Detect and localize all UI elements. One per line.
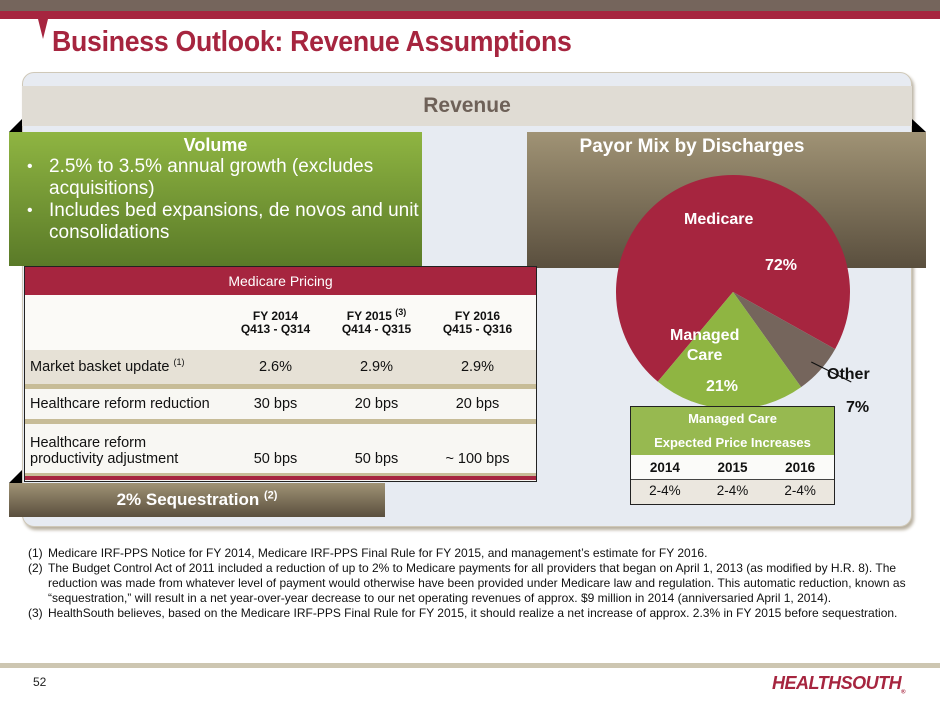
fold-corner-icon: [912, 119, 926, 132]
table-cell: 20 bps: [455, 396, 500, 412]
footnote: (2) The Budget Control Act of 2011 includ…: [28, 561, 906, 605]
column-header-row: FY 2014 Q413 - Q314 FY 2015 (3) Q414 - Q…: [25, 295, 536, 350]
top-bar-red: [0, 11, 940, 19]
row-label: Market basket update (1): [30, 357, 185, 375]
pie-slice-medicare: [616, 175, 850, 382]
managed-care-values-row: 2-4% 2-4% 2-4%: [631, 480, 834, 504]
year-header: 2015: [717, 460, 748, 475]
row-label: Healthcare reform productivity adjustment: [30, 435, 179, 467]
pie-label-managed-care-pct: 21%: [706, 378, 739, 395]
table-cell: 50 bps: [253, 451, 298, 467]
volume-title: Volume: [183, 135, 248, 155]
table-cell: 2-4%: [649, 483, 681, 498]
pie-label-other-pct: 7%: [846, 399, 870, 416]
footnote: (3) HealthSouth believes, based on the Me…: [28, 606, 898, 620]
table-cell: 2.6%: [258, 359, 293, 375]
table-row: Market basket update (1) 2.6% 2.9% 2.9%: [25, 350, 536, 384]
payor-mix-title: Payor Mix by Discharges: [579, 136, 805, 157]
row-divider: [25, 384, 536, 389]
column-header: FY 2014 Q413 - Q314: [240, 308, 311, 336]
footnotes: (1) Medicare IRF-PPS Notice for FY 2014, …: [28, 546, 918, 621]
medicare-pricing-table: Medicare Pricing FY 2014 Q413 - Q314 FY …: [24, 266, 537, 482]
column-header: FY 2016 Q415 - Q316: [442, 308, 513, 336]
row-divider: [25, 419, 536, 424]
pie-slice-other: [733, 292, 836, 388]
pie-slice-managed-care: [657, 292, 802, 409]
top-bar-gray: [0, 0, 940, 11]
row-divider: [25, 473, 536, 476]
managed-care-header: Managed Care Expected Price Increases: [631, 407, 834, 455]
table-cell: 2-4%: [716, 483, 749, 498]
table-cell: 2-4%: [784, 483, 816, 498]
revenue-heading: Revenue: [22, 86, 912, 126]
fold-corner-icon: [9, 119, 22, 132]
table-cell: 30 bps: [253, 396, 298, 412]
row-label: Healthcare reform reduction: [30, 396, 210, 412]
year-header: 2016: [785, 460, 816, 475]
volume-box: Volume 2.5% to 3.5% annual growth (exclu…: [9, 132, 422, 266]
table-row: Healthcare reform reduction 30 bps 20 bp…: [25, 389, 536, 419]
footnote-ref: (2): [263, 489, 278, 502]
title-notch-icon: [38, 19, 48, 39]
managed-care-years-row: 2014 2015 2016: [631, 455, 834, 480]
table-cell: 2.9%: [460, 359, 495, 375]
pie-label-managed-care: Managed Care: [670, 327, 740, 364]
column-header: FY 2015 (3) Q414 - Q315: [341, 306, 412, 336]
table-cell: ~ 100 bps: [445, 451, 510, 467]
table-cell: 50 bps: [354, 451, 399, 467]
volume-bullets: 2.5% to 3.5% annual growth (excludes acq…: [27, 156, 422, 244]
pie-label-other: Other: [827, 366, 870, 383]
healthsouth-logo: HEALTHSOUTH®: [772, 673, 906, 696]
volume-bullet: 2.5% to 3.5% annual growth (excludes acq…: [27, 156, 422, 200]
page-number: 52: [33, 675, 47, 689]
managed-care-title: Managed Care: [688, 411, 777, 426]
footnote-ref: (1): [173, 357, 185, 368]
page-title: Business Outlook: Revenue Assumptions: [52, 26, 572, 58]
managed-care-table: Managed Care Expected Price Increases 20…: [630, 406, 835, 505]
year-header: 2014: [649, 460, 680, 475]
volume-bullet: Includes bed expansions, de novos and un…: [27, 200, 422, 244]
sequestration-box: 2% Sequestration (2): [9, 483, 385, 517]
footnote-ref: (3): [395, 306, 407, 317]
footnote: (1) Medicare IRF-PPS Notice for FY 2014, …: [28, 546, 708, 560]
table-cell: 20 bps: [354, 396, 399, 412]
fold-corner-icon: [9, 470, 22, 483]
table-row: Healthcare reform productivity adjustment…: [25, 424, 536, 473]
payor-mix-pie-chart: [616, 175, 852, 409]
medicare-pricing-title: Medicare Pricing: [25, 267, 536, 295]
footer-divider: [0, 663, 940, 668]
table-bottom-bar: [25, 476, 536, 480]
table-cell: 2.9%: [359, 359, 394, 375]
other-leader-line: [811, 361, 852, 383]
pie-label-medicare: Medicare: [684, 211, 754, 228]
managed-care-subtitle: Expected Price Increases: [654, 435, 811, 450]
pie-label-medicare-pct: 72%: [765, 257, 798, 274]
